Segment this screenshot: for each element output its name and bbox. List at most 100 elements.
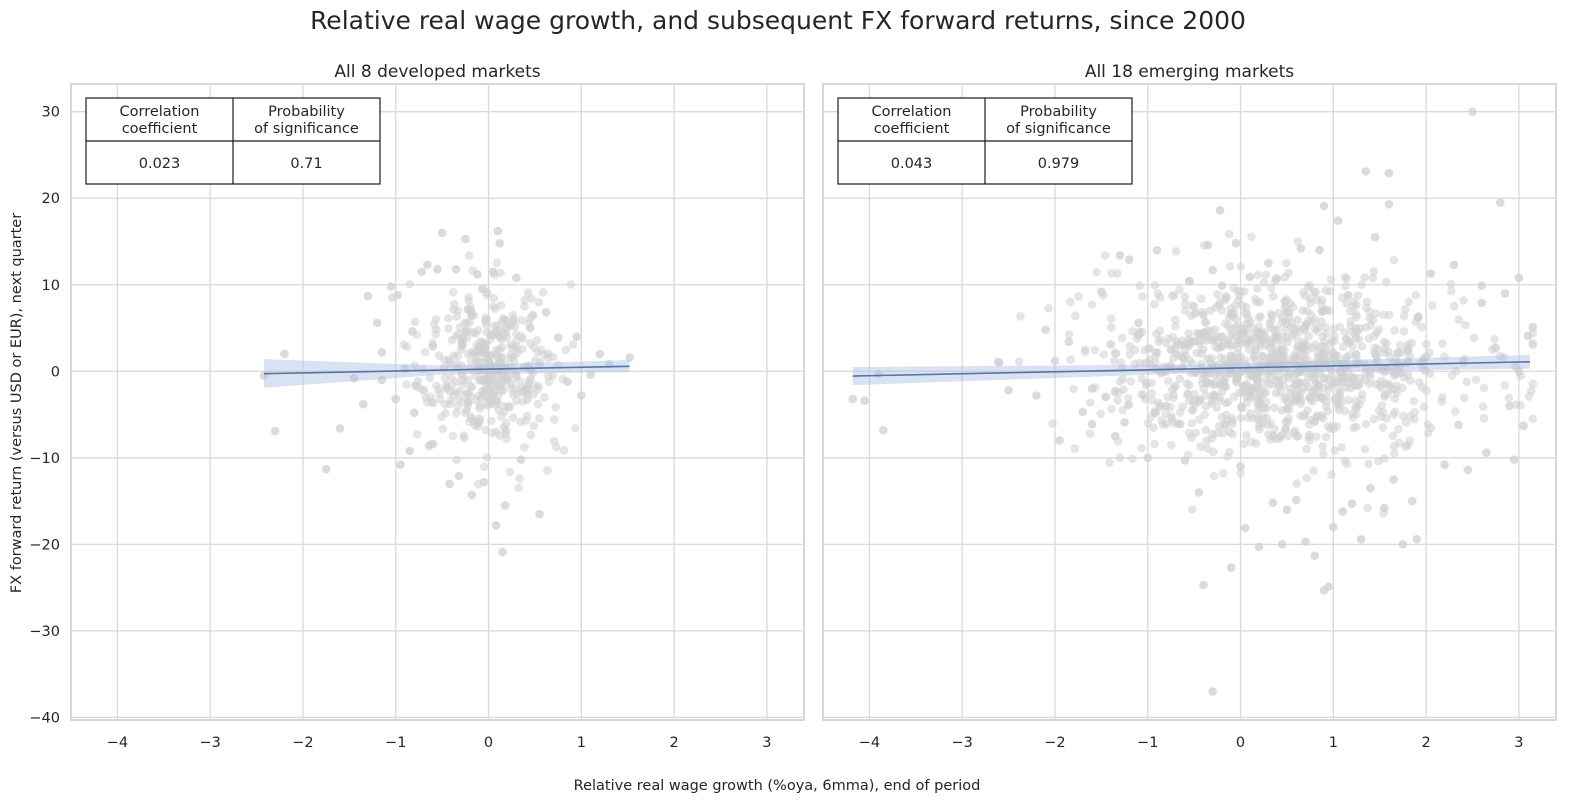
scatter-point	[529, 421, 539, 430]
scatter-point	[1390, 449, 1399, 458]
scatter-point	[1113, 396, 1122, 405]
scatter-point	[572, 332, 581, 341]
scatter-point	[527, 294, 536, 304]
scatter-point	[1495, 351, 1504, 361]
scatter-point	[1399, 327, 1409, 336]
scatter-point	[1468, 107, 1477, 116]
scatter-point	[467, 347, 476, 357]
scatter-point	[1334, 401, 1344, 411]
scatter-point	[1152, 245, 1162, 255]
x-tick-label: 2	[1421, 735, 1430, 751]
scatter-point	[454, 471, 464, 481]
scatter-point	[1070, 311, 1080, 321]
scatter-point	[464, 389, 474, 398]
scatter-point	[1336, 367, 1345, 376]
scatter-point	[1313, 348, 1322, 357]
scatter-point	[508, 413, 518, 422]
scatter-point	[1389, 255, 1399, 265]
scatter-point	[493, 370, 502, 379]
scatter-point	[1281, 296, 1290, 306]
x-tick-label: −1	[1137, 735, 1158, 751]
scatter-point	[1141, 394, 1150, 404]
scatter-point	[1342, 334, 1351, 344]
scatter-point	[1268, 498, 1278, 508]
x-tick-label: 3	[762, 735, 771, 751]
scatter-point	[1340, 354, 1350, 364]
table-header: Correlation coefficient	[120, 104, 200, 137]
scatter-point	[595, 349, 605, 359]
scatter-point	[1330, 395, 1340, 404]
scatter-point	[1414, 377, 1424, 387]
scatter-point	[372, 318, 382, 328]
scatter-point	[1329, 522, 1338, 532]
x-tick-label: −3	[199, 735, 220, 751]
scatter-point	[445, 399, 455, 409]
scatter-point	[1281, 319, 1290, 329]
x-tick-label: 1	[577, 735, 586, 751]
scatter-point	[1188, 505, 1197, 514]
scatter-point	[1446, 279, 1456, 289]
scatter-point	[1245, 386, 1254, 395]
scatter-point	[1360, 444, 1370, 454]
scatter-point	[512, 273, 521, 283]
scatter-point	[1004, 386, 1013, 395]
scatter-point	[1516, 371, 1526, 381]
scatter-point	[1298, 306, 1307, 315]
scatter-point	[1390, 326, 1399, 335]
scatter-point	[1116, 358, 1126, 367]
scatter-point	[1266, 283, 1276, 293]
scatter-point	[549, 437, 559, 446]
scatter-point	[1354, 400, 1364, 410]
scatter-point	[1147, 389, 1156, 398]
scatter-point	[1215, 298, 1225, 307]
scatter-point	[1125, 350, 1134, 359]
scatter-point	[1528, 340, 1538, 350]
scatter-point	[1119, 385, 1128, 394]
correlation-table: Correlation coefficient Probability of sign…	[85, 97, 381, 185]
scatter-point	[1310, 551, 1320, 560]
scatter-point	[1109, 356, 1119, 365]
scatter-point	[358, 399, 368, 409]
scatter-point	[1477, 298, 1487, 308]
scatter-point	[1396, 340, 1405, 350]
scatter-point	[1168, 354, 1178, 363]
scatter-point	[1134, 318, 1143, 328]
scatter-point	[445, 479, 454, 489]
scatter-point	[1232, 321, 1242, 330]
scatter-point	[1309, 374, 1319, 384]
scatter-point	[1303, 345, 1312, 355]
scatter-point	[461, 234, 470, 244]
scatter-point	[1380, 344, 1389, 354]
scatter-point	[1184, 380, 1194, 390]
scatter-point	[1411, 290, 1421, 300]
scatter-point	[473, 419, 483, 428]
scatter-point	[1128, 454, 1137, 464]
scatter-point	[514, 483, 523, 493]
scatter-point	[1253, 270, 1263, 280]
scatter-point	[1210, 325, 1220, 334]
scatter-point	[1296, 244, 1306, 253]
scatter-point	[517, 316, 526, 325]
scatter-point	[1353, 291, 1363, 301]
x-axis-label: Relative real wage growth (%oya, 6mma), …	[574, 778, 981, 794]
scatter-point	[1292, 335, 1302, 344]
scatter-point	[1218, 469, 1228, 478]
scatter-point	[1166, 440, 1176, 450]
scatter-point	[1412, 534, 1422, 544]
scatter-point	[549, 415, 559, 424]
scatter-point	[420, 347, 430, 357]
scatter-point	[1170, 383, 1179, 392]
scatter-point	[1528, 328, 1538, 338]
scatter-point	[1262, 334, 1271, 343]
scatter-point	[402, 380, 411, 389]
scatter-point	[1231, 238, 1241, 248]
scatter-point	[1238, 387, 1247, 397]
scatter-point	[1232, 378, 1242, 387]
scatter-point	[1351, 333, 1361, 343]
scatter-point	[1105, 458, 1114, 468]
scatter-point	[1064, 337, 1074, 347]
scatter-point	[473, 325, 483, 335]
scatter-point	[1344, 395, 1353, 405]
scatter-point	[507, 343, 517, 352]
